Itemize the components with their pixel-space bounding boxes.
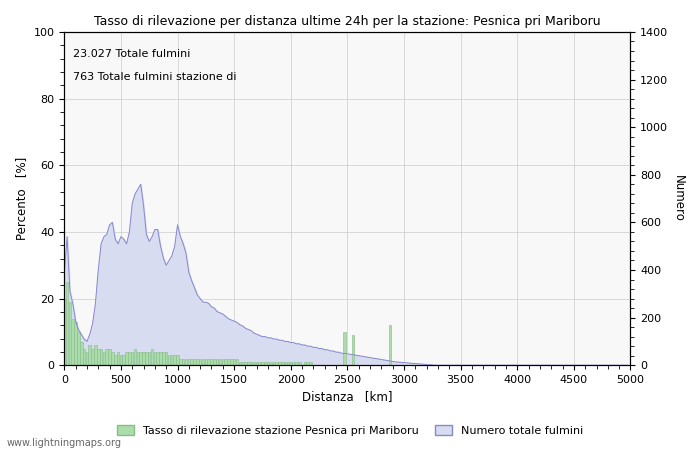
Bar	[272, 362, 275, 365]
Bar	[156, 352, 159, 365]
Bar	[168, 355, 170, 365]
Bar	[228, 359, 230, 365]
Bar	[117, 352, 119, 365]
Bar	[270, 362, 272, 365]
Bar	[179, 359, 181, 365]
Bar	[284, 362, 286, 365]
Bar	[236, 359, 238, 365]
Bar	[298, 362, 300, 365]
Text: www.lightningmaps.org: www.lightningmaps.org	[7, 438, 122, 448]
Bar	[216, 359, 218, 365]
Bar	[103, 352, 105, 365]
Bar	[218, 359, 221, 365]
Bar	[128, 352, 131, 365]
Bar	[207, 359, 210, 365]
Bar	[210, 359, 213, 365]
Bar	[108, 349, 111, 365]
Bar	[91, 349, 94, 365]
Bar	[94, 345, 97, 365]
Bar	[241, 362, 244, 365]
Bar	[199, 359, 202, 365]
Bar	[100, 349, 102, 365]
Bar	[275, 362, 278, 365]
Bar	[160, 352, 162, 365]
Bar	[244, 362, 246, 365]
Bar	[258, 362, 261, 365]
Bar	[134, 349, 136, 365]
Bar	[77, 332, 80, 365]
Bar	[190, 359, 193, 365]
Bar	[247, 362, 250, 365]
Bar	[193, 359, 196, 365]
Bar	[264, 362, 267, 365]
Bar	[114, 355, 116, 365]
Bar	[352, 335, 354, 365]
Bar	[150, 349, 153, 365]
Bar	[196, 359, 199, 365]
Bar	[139, 352, 142, 365]
Bar	[142, 352, 145, 365]
Bar	[309, 362, 312, 365]
Bar	[122, 355, 125, 365]
Bar	[250, 362, 253, 365]
Bar	[71, 319, 74, 365]
Bar	[188, 359, 190, 365]
Title: Tasso di rilevazione per distanza ultime 24h per la stazione: Pesnica pri Maribo: Tasso di rilevazione per distanza ultime…	[94, 15, 601, 28]
Bar	[293, 362, 295, 365]
Bar	[267, 362, 270, 365]
Bar	[162, 352, 164, 365]
Bar	[153, 352, 156, 365]
X-axis label: Distanza   [km]: Distanza [km]	[302, 391, 393, 404]
Bar	[389, 325, 391, 365]
Bar	[256, 362, 258, 365]
Bar	[221, 359, 224, 365]
Bar	[307, 362, 309, 365]
Bar	[253, 362, 256, 365]
Legend: Tasso di rilevazione stazione Pesnica pri Mariboru, Numero totale fulmini: Tasso di rilevazione stazione Pesnica pr…	[113, 420, 587, 440]
Bar	[278, 362, 281, 365]
Bar	[88, 345, 91, 365]
Bar	[66, 282, 69, 365]
Bar	[63, 298, 66, 365]
Bar	[69, 302, 71, 365]
Bar	[131, 352, 134, 365]
Bar	[83, 349, 85, 365]
Bar	[213, 359, 216, 365]
Y-axis label: Numero: Numero	[672, 175, 685, 222]
Bar	[233, 359, 235, 365]
Bar	[261, 362, 264, 365]
Bar	[145, 352, 148, 365]
Bar	[97, 349, 99, 365]
Bar	[136, 352, 139, 365]
Bar	[171, 355, 173, 365]
Bar	[80, 342, 83, 365]
Bar	[185, 359, 188, 365]
Bar	[148, 352, 150, 365]
Bar	[111, 352, 113, 365]
Bar	[182, 359, 185, 365]
Bar	[225, 359, 227, 365]
Text: 23.027 Totale fulmini: 23.027 Totale fulmini	[73, 49, 190, 58]
Bar	[165, 352, 167, 365]
Bar	[74, 322, 77, 365]
Bar	[85, 352, 88, 365]
Y-axis label: Percento   [%]: Percento [%]	[15, 157, 28, 240]
Bar	[174, 355, 176, 365]
Bar	[304, 362, 306, 365]
Bar	[281, 362, 284, 365]
Bar	[230, 359, 232, 365]
Bar	[290, 362, 292, 365]
Bar	[239, 362, 241, 365]
Bar	[287, 362, 289, 365]
Bar	[202, 359, 204, 365]
Bar	[204, 359, 207, 365]
Bar	[120, 355, 122, 365]
Bar	[295, 362, 298, 365]
Text: 763 Totale fulmini stazione di: 763 Totale fulmini stazione di	[73, 72, 237, 82]
Bar	[176, 355, 178, 365]
Bar	[125, 352, 128, 365]
Bar	[106, 349, 108, 365]
Bar	[343, 332, 346, 365]
